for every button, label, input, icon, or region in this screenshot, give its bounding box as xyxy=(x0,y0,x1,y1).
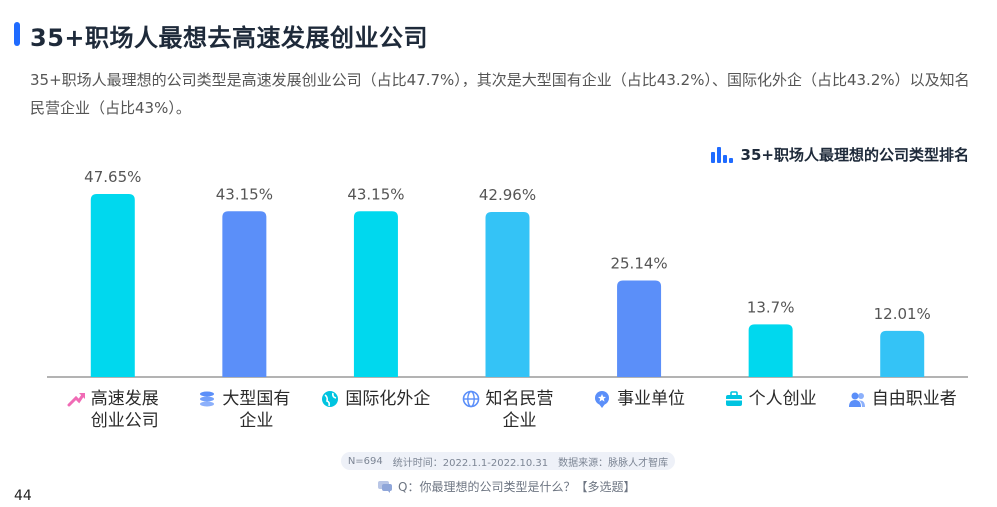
category-label: 知名民营 企业 xyxy=(486,388,554,432)
users-icon xyxy=(848,392,865,407)
bar-4 xyxy=(485,212,530,377)
category-label-line: 国际化外企 xyxy=(345,389,431,409)
sample-size: N=694 xyxy=(347,455,383,467)
bar-6 xyxy=(748,324,793,377)
page-number: 44 xyxy=(14,488,32,504)
chart-title: 35+职场人最理想的公司类型排名 xyxy=(740,146,969,164)
chat-icon xyxy=(378,480,392,493)
data-label-4: 42.96% xyxy=(479,186,536,204)
survey-question: Q：你最理想的公司类型是什么？【多选题】 xyxy=(378,478,635,495)
chart-title-group: 35+职场人最理想的公司类型排名 xyxy=(710,144,969,165)
category-label-line: 企业 xyxy=(239,411,274,431)
category-5: 事业单位 xyxy=(574,388,704,410)
category-2: 大型国有 企业 xyxy=(179,388,309,432)
category-label: 国际化外企 xyxy=(345,388,430,410)
bar-3 xyxy=(353,211,398,377)
coins-icon xyxy=(200,391,215,407)
trend-arrow-icon xyxy=(67,393,85,407)
category-1: 高速发展 创业公司 xyxy=(48,388,178,432)
bar-5 xyxy=(617,280,662,377)
bar-1 xyxy=(90,194,135,377)
category-label-line: 自由职业者 xyxy=(871,389,957,409)
web-globe-icon xyxy=(462,390,479,408)
data-label-5: 25.14% xyxy=(610,254,667,272)
data-label-7: 12.01% xyxy=(874,305,931,323)
question-text: Q：你最理想的公司类型是什么？【多选题】 xyxy=(398,480,636,494)
category-label: 高速发展 创业公司 xyxy=(91,388,159,432)
category-label-line: 知名民营 xyxy=(485,389,554,409)
category-label-line: 高速发展 xyxy=(90,389,159,409)
category-4: 知名民营 企业 xyxy=(443,388,573,432)
data-label-2: 43.15% xyxy=(216,185,273,203)
category-label-line: 事业单位 xyxy=(617,389,686,409)
briefcase-icon xyxy=(725,391,742,406)
category-label: 自由职业者 xyxy=(872,388,957,410)
data-source: 数据来源：脉脉人才智库 xyxy=(558,457,669,469)
data-label-3: 43.15% xyxy=(347,185,404,203)
data-label-1: 47.65% xyxy=(84,168,141,186)
category-label-line: 大型国有 xyxy=(222,389,291,409)
page-description: 35+职场人最理想的公司类型是高速发展创业公司（占比47.7%），其次是大型国有… xyxy=(30,71,970,117)
stat-period: 统计时间：2022.1.1-2022.10.31 xyxy=(392,457,549,469)
category-label: 个人创业 xyxy=(749,388,817,410)
category-label-line: 个人创业 xyxy=(748,389,817,409)
category-3: 国际化外企 xyxy=(311,388,441,410)
category-label: 事业单位 xyxy=(617,388,685,410)
title-accent-bar xyxy=(14,22,20,46)
category-label-line: 企业 xyxy=(502,411,537,431)
globe-icon xyxy=(322,391,339,407)
category-label-line: 创业公司 xyxy=(90,411,159,431)
footer-note: N=694 统计时间：2022.1.1-2022.10.31 数据来源：脉脉人才… xyxy=(341,452,675,470)
category-label: 大型国有 企业 xyxy=(222,388,290,432)
page-title: 35+职场人最想去高速发展创业公司 xyxy=(30,24,429,52)
bar-7 xyxy=(880,330,925,377)
data-label-6: 13.7% xyxy=(747,298,795,316)
category-6: 个人创业 xyxy=(706,388,836,410)
star-badge-icon xyxy=(595,391,610,408)
bar-chart-icon xyxy=(710,146,733,163)
category-7: 自由职业者 xyxy=(837,388,967,410)
bar-2 xyxy=(222,211,267,377)
